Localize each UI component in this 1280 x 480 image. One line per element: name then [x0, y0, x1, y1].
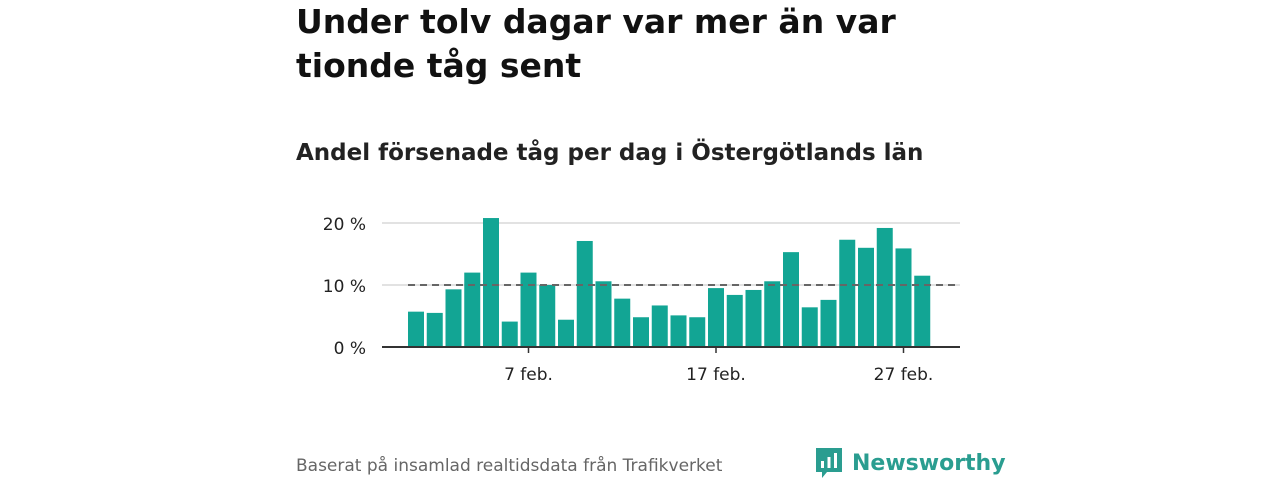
- bar: [464, 272, 481, 347]
- bar: [483, 218, 499, 347]
- bar: [576, 240, 593, 347]
- y-tick-label: 20 %: [323, 215, 366, 235]
- y-tick-label: 0 %: [334, 339, 366, 359]
- bar: [539, 285, 556, 347]
- brand-logo: Newsworthy: [814, 446, 1006, 480]
- chart-title: Under tolv dagar var mer än var tionde t…: [296, 2, 896, 85]
- bar: [595, 281, 612, 347]
- bar: [651, 305, 668, 347]
- x-tick-label: 17 feb.: [686, 365, 746, 385]
- bar: [689, 317, 706, 347]
- chart-subtitle: Andel försenade tåg per dag i Östergötla…: [296, 140, 924, 166]
- bar: [501, 321, 518, 347]
- bar: [783, 252, 799, 347]
- bar: [745, 289, 762, 347]
- bar: [520, 272, 537, 347]
- bar: [445, 289, 462, 347]
- bar: [876, 227, 893, 347]
- newsworthy-logo-icon: [816, 448, 842, 478]
- bar: [558, 319, 574, 347]
- bar: [895, 248, 912, 347]
- bar: [614, 298, 631, 347]
- bar: [858, 247, 874, 347]
- x-tick-label: 27 feb.: [874, 365, 934, 385]
- bar: [670, 315, 687, 347]
- y-tick-label: 10 %: [323, 277, 366, 297]
- x-tick-label: 7 feb.: [504, 365, 553, 385]
- bar: [839, 239, 856, 347]
- bar: [408, 311, 424, 347]
- bar: [820, 299, 837, 347]
- bar-chart: 0 % 10 % 20 % 7 feb. 17 feb. 27 feb.: [323, 215, 960, 385]
- bar: [633, 317, 649, 347]
- bar: [726, 294, 743, 347]
- bar: [764, 281, 781, 347]
- bar: [708, 288, 724, 347]
- bar: [426, 312, 443, 347]
- bar: [914, 275, 931, 347]
- source-note: Baserat på insamlad realtidsdata från Tr…: [296, 456, 723, 476]
- brand-name: Newsworthy: [852, 450, 1006, 476]
- bar: [801, 307, 818, 347]
